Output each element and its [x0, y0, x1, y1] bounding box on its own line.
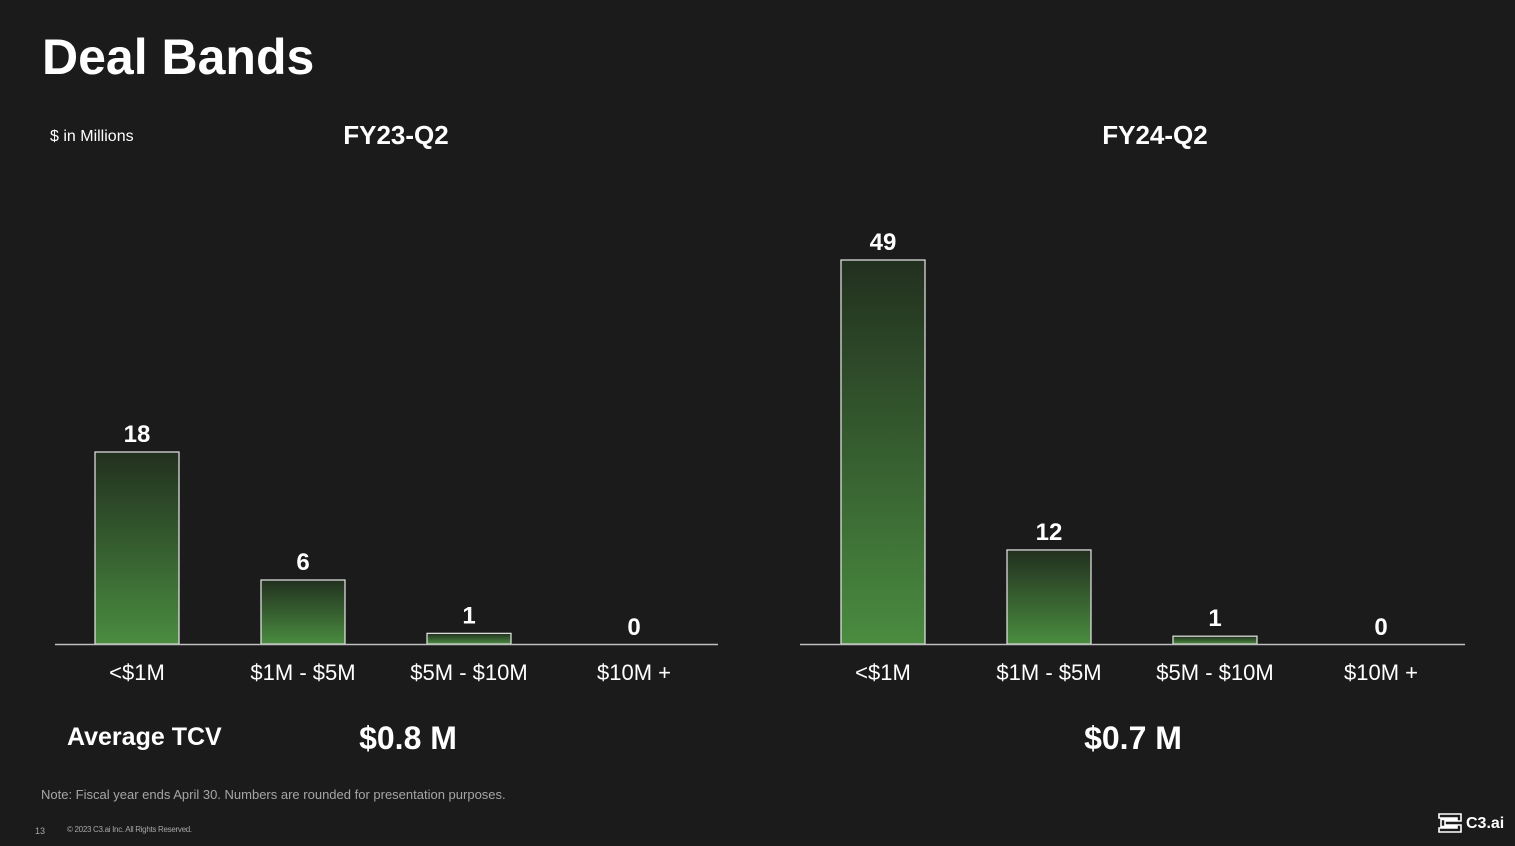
bar [1172, 635, 1258, 645]
footnote: Note: Fiscal year ends April 30. Numbers… [41, 787, 506, 802]
data-label: 1 [1208, 605, 1221, 632]
data-label: 18 [124, 421, 151, 448]
page-number: 13 [35, 826, 46, 836]
copyright: © 2023 C3.ai Inc. All Rights Reserved. [67, 825, 192, 834]
data-label: 6 [296, 549, 309, 576]
c3-logo-icon [1438, 813, 1462, 833]
bar [840, 259, 926, 645]
data-label: 12 [1036, 519, 1063, 546]
category-label: $5M - $10M [1156, 660, 1273, 685]
chart-fy23-q2: 18 <$1M 6 $1M - $5M 1 $5M - $10M 0 $10M + [55, 421, 718, 685]
data-label: 49 [870, 229, 897, 256]
slide-title: Deal Bands [42, 29, 315, 85]
logo-text: C3.ai [1466, 815, 1505, 832]
category-label: $1M - $5M [996, 660, 1101, 685]
category-label: $5M - $10M [410, 660, 527, 685]
chart-fy24-q2: 49 <$1M 12 $1M - $5M 1 $5M - $10M 0 $10M + [800, 229, 1465, 685]
category-label: $10M + [1344, 660, 1418, 685]
units-label: $ in Millions [50, 128, 134, 145]
category-label: <$1M [855, 660, 911, 685]
bar [260, 579, 346, 645]
category-label: $10M + [597, 660, 671, 685]
average-tcv-fy23: $0.8 M [359, 720, 457, 756]
category-label: $1M - $5M [250, 660, 355, 685]
chart-title-fy23: FY23-Q2 [343, 120, 449, 150]
average-tcv-label: Average TCV [67, 723, 222, 751]
category-label: <$1M [109, 660, 165, 685]
data-label: 0 [627, 614, 640, 641]
bar [426, 632, 512, 645]
bar [1006, 549, 1092, 645]
data-label: 1 [462, 602, 475, 629]
data-label: 0 [1374, 614, 1387, 641]
c3ai-logo: C3.ai [1438, 813, 1504, 833]
chart-title-fy24: FY24-Q2 [1102, 120, 1208, 150]
average-tcv-fy24: $0.7 M [1084, 720, 1182, 756]
bar [94, 451, 180, 645]
